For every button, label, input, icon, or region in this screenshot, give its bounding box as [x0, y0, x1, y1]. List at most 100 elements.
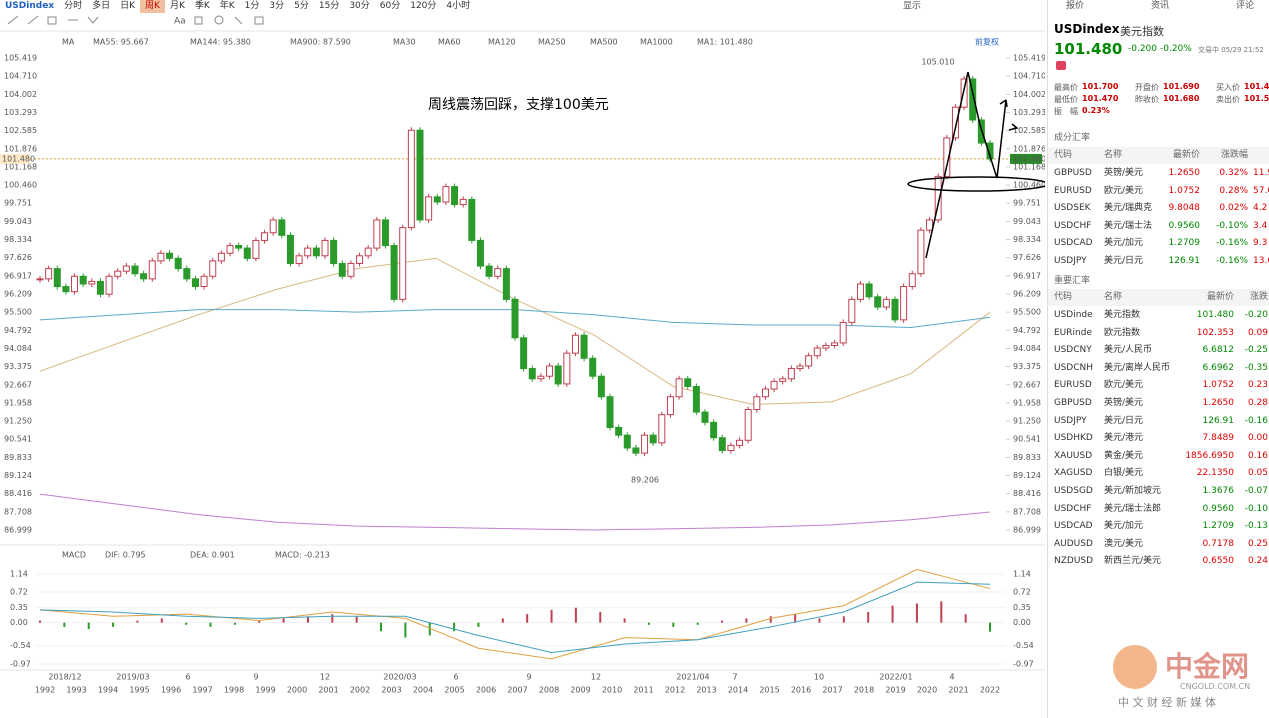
candle [675, 378, 683, 398]
period-tab[interactable]: USDindex [5, 1, 55, 11]
y-tick-label: 99.751 [4, 199, 32, 208]
y-tick-label: 87.708 [4, 507, 32, 516]
period-tab[interactable]: 3分 [269, 1, 285, 11]
period-tab[interactable]: 15分 [318, 1, 340, 11]
font-button[interactable]: Aa [174, 17, 186, 27]
table-cell: USDSEK [1054, 203, 1091, 214]
table-cell: 1.2709 [1202, 521, 1235, 532]
candle [243, 247, 251, 259]
quote-tab: 资讯 [1151, 1, 1170, 11]
table-cell: 0.6550 [1202, 556, 1235, 567]
candle [114, 270, 122, 277]
table-cell: 101.480 [1196, 310, 1234, 320]
y-tick-label: -0.54 [1013, 641, 1034, 650]
y-tick-label: 93.375 [1013, 362, 1041, 371]
table-row: USDCNH 美元/离岸人民币 6.6962 -0.35 [1048, 360, 1269, 377]
table-cell: -0.16% [1216, 238, 1248, 249]
table-row: USDSGD 美元/新加坡元 1.3676 -0.07 [1048, 483, 1269, 500]
table-cell: 126.91 [1202, 415, 1235, 426]
period-tab[interactable]: 5分 [294, 1, 309, 11]
adjust-button[interactable]: 前复权 [975, 37, 999, 47]
ma-line [39, 493, 991, 531]
drawing-tools[interactable] [7, 15, 264, 25]
candle [304, 247, 312, 257]
ma-legend: MA30 [393, 38, 416, 47]
period-tab[interactable]: 多日 [92, 1, 111, 11]
table-row: 代码 名称 最新价 涨跌 [1048, 289, 1269, 306]
period-tab[interactable]: 30分 [349, 1, 370, 11]
table-cell: USDHKD [1054, 433, 1093, 444]
favorite-icon[interactable] [1056, 61, 1066, 70]
y-tick-label: 98.334 [4, 235, 32, 244]
macd-bar [209, 622, 212, 627]
candle [718, 437, 726, 452]
period-tab[interactable]: 60分 [379, 1, 401, 11]
period-tab[interactable]: 月K [169, 1, 185, 11]
period-tab[interactable]: 分时 [64, 1, 83, 11]
stat-label: 开盘价 [1135, 83, 1159, 92]
candle [88, 280, 96, 285]
y-tick-label: 86.999 [4, 526, 32, 535]
candle [148, 260, 156, 280]
candle [856, 283, 864, 300]
period-tab[interactable]: 年K [219, 1, 235, 11]
y-tick-label: 91.958 [4, 398, 32, 407]
macd-bar [63, 622, 66, 627]
table-cell: XAUUSD [1054, 450, 1093, 461]
candle [641, 434, 649, 454]
y-tick-label: 99.043 [4, 217, 32, 226]
macd-bar [891, 605, 894, 623]
x-date-label: 7 [732, 673, 737, 682]
y-tick-label: 101.876 [4, 144, 37, 153]
y-tick-label: -0.54 [10, 641, 31, 650]
candle [666, 396, 674, 416]
period-tab[interactable]: 120分 [410, 1, 437, 11]
period-tab[interactable]: 1分 [244, 1, 260, 11]
x-year-label: 2011 [633, 686, 653, 695]
candle [701, 411, 709, 423]
y-tick-label: 101.168 [1013, 162, 1045, 171]
candle [753, 396, 761, 411]
stat-label: 昨收价 [1135, 95, 1159, 104]
table-cell: 6.6812 [1202, 345, 1235, 356]
candle [373, 219, 381, 249]
y-tick-label: 90.541 [4, 435, 32, 444]
table-cell: 0.09 [1247, 327, 1268, 338]
display-button[interactable]: 显示 [903, 1, 921, 12]
y-tick-label: 96.209 [1013, 290, 1041, 299]
table-row: USDinde 美元指数 101.480 -0.20 [1048, 307, 1269, 324]
candle [381, 219, 389, 247]
macd-bar [233, 622, 236, 625]
y-tick-label: 102.585 [1013, 126, 1045, 135]
candle [951, 106, 959, 139]
table-cell: 代码 [1054, 150, 1073, 160]
period-tab[interactable]: 季K [194, 1, 210, 11]
ma-legend: MA55: 95.667 [93, 38, 149, 47]
table-row: 代码 名称 最新价 涨跌幅 [1048, 147, 1269, 164]
x-year-label: 2005 [444, 686, 464, 695]
table-cell: 1.2709 [1168, 238, 1201, 249]
watermark-logo [1113, 645, 1157, 689]
y-tick-label: 87.708 [1013, 507, 1041, 516]
candle [425, 196, 433, 221]
table-cell: -0.25 [1244, 345, 1268, 356]
period-tab[interactable]: 日K [120, 1, 136, 11]
y-tick-label: 101.168 [4, 162, 37, 171]
period-tab[interactable]: 4小时 [446, 1, 471, 11]
x-year-label: 1993 [66, 686, 86, 695]
candle [528, 368, 536, 380]
stat-label: 振 幅 [1054, 107, 1078, 116]
period-tab[interactable]: 周K [140, 0, 165, 13]
table-cell: 0.28% [1219, 185, 1248, 196]
table-row: EURUSD 欧元/美元 1.0752 0.23 [1048, 377, 1269, 394]
y-tick-label: 90.541 [1013, 435, 1041, 444]
table-cell: 0.24 [1247, 556, 1268, 567]
y-tick-label: 96.209 [4, 290, 32, 299]
macd-bar [306, 616, 309, 623]
table-cell: 黄金/美元 [1104, 450, 1144, 461]
macd-bar [87, 622, 90, 630]
table-cell: 最新价 [1206, 292, 1234, 302]
y-tick-label: 104.710 [1013, 72, 1045, 81]
table-row: AUDUSD 澳元/美元 0.7178 0.25 [1048, 536, 1269, 553]
candle [520, 337, 528, 370]
